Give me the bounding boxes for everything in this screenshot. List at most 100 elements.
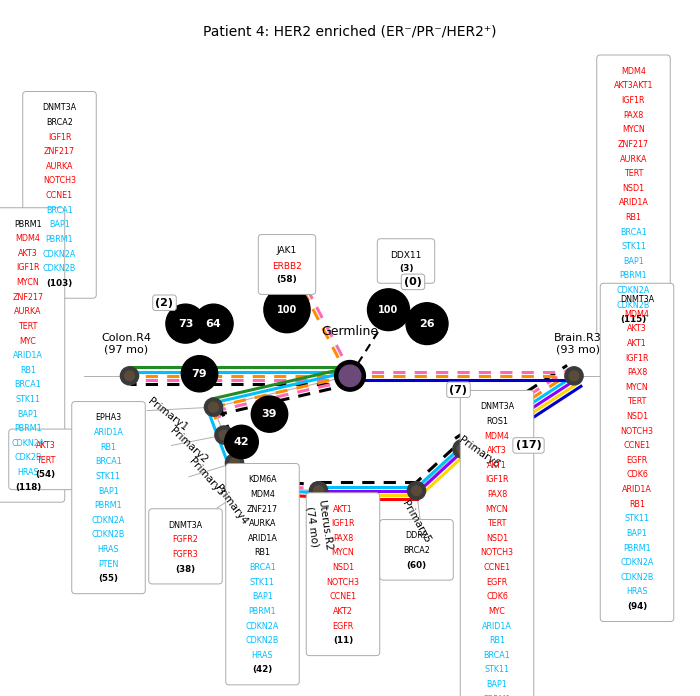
Text: STK11: STK11 <box>621 242 646 251</box>
Text: CDKN2B: CDKN2B <box>43 264 76 273</box>
Text: NSD1: NSD1 <box>622 184 645 193</box>
FancyBboxPatch shape <box>23 92 97 298</box>
Text: CDK6: CDK6 <box>486 592 508 601</box>
Text: PBRM1: PBRM1 <box>483 695 511 696</box>
Text: Primary2: Primary2 <box>169 426 209 465</box>
Text: (7): (7) <box>449 385 468 395</box>
Text: MDM4: MDM4 <box>15 234 41 243</box>
Text: Brain.R3
(93 mo): Brain.R3 (93 mo) <box>554 333 601 355</box>
Circle shape <box>244 482 253 492</box>
Text: HRAS: HRAS <box>98 545 119 554</box>
Text: 39: 39 <box>262 409 277 419</box>
FancyBboxPatch shape <box>8 429 83 490</box>
Text: DNMT3A: DNMT3A <box>169 521 202 530</box>
Circle shape <box>215 426 233 444</box>
Text: EGFR: EGFR <box>486 578 507 587</box>
Text: MDM4: MDM4 <box>250 490 275 499</box>
Text: AKT3: AKT3 <box>627 324 647 333</box>
Text: CDK2B: CDK2B <box>14 454 42 462</box>
Text: CDKN2A: CDKN2A <box>92 516 125 525</box>
Circle shape <box>181 356 218 392</box>
Circle shape <box>340 365 360 386</box>
Circle shape <box>264 287 310 333</box>
Text: TERT: TERT <box>18 322 38 331</box>
Text: TERT: TERT <box>36 456 55 464</box>
Text: CDKN2A: CDKN2A <box>11 439 45 448</box>
Text: Primary3: Primary3 <box>187 456 226 498</box>
FancyBboxPatch shape <box>601 283 673 622</box>
Text: EGFR: EGFR <box>332 622 354 631</box>
Circle shape <box>407 482 426 500</box>
Text: PAX8: PAX8 <box>624 111 643 120</box>
Text: DNMT3A: DNMT3A <box>620 295 654 304</box>
Text: Primary6: Primary6 <box>457 435 502 470</box>
Text: (103): (103) <box>46 279 73 288</box>
Text: (115): (115) <box>620 315 647 324</box>
Text: IGF1R: IGF1R <box>16 264 40 272</box>
Text: MDM4: MDM4 <box>621 67 646 76</box>
Text: NOTCH3: NOTCH3 <box>43 176 76 185</box>
Circle shape <box>225 425 258 459</box>
Text: MYCN: MYCN <box>622 125 645 134</box>
Text: 79: 79 <box>192 369 207 379</box>
Text: MYCN: MYCN <box>332 548 354 557</box>
Text: PAX8: PAX8 <box>333 534 353 543</box>
Text: BRCA1: BRCA1 <box>95 457 122 466</box>
Text: DDX11: DDX11 <box>391 251 421 260</box>
Text: ARID1A: ARID1A <box>248 534 277 543</box>
Text: STK11: STK11 <box>250 578 275 587</box>
Text: EPHA3: EPHA3 <box>95 413 122 422</box>
Text: MDM4: MDM4 <box>624 310 650 319</box>
Text: ARID1A: ARID1A <box>622 485 652 494</box>
Text: PBRM1: PBRM1 <box>14 220 42 228</box>
Text: CDKN2A: CDKN2A <box>246 622 279 631</box>
Text: Patient 4: HER2 enriched (ER⁻/PR⁻/HER2⁺): Patient 4: HER2 enriched (ER⁻/PR⁻/HER2⁺) <box>203 24 497 38</box>
Text: NSD1: NSD1 <box>332 563 354 572</box>
Text: STK11: STK11 <box>96 472 121 481</box>
Text: ZNF217: ZNF217 <box>44 148 75 156</box>
Text: PBRM1: PBRM1 <box>623 544 651 553</box>
Text: CCNE1: CCNE1 <box>330 592 356 601</box>
Text: TERT: TERT <box>487 519 507 528</box>
Text: CCNE1: CCNE1 <box>624 441 650 450</box>
Text: 26: 26 <box>419 319 435 329</box>
Text: MYCN: MYCN <box>486 505 508 514</box>
Text: NSD1: NSD1 <box>486 534 508 543</box>
Text: BRCA1: BRCA1 <box>46 206 73 214</box>
Circle shape <box>225 454 244 472</box>
Text: AURKA: AURKA <box>620 155 648 164</box>
Text: STK11: STK11 <box>484 665 510 674</box>
Text: ERBB2: ERBB2 <box>272 262 302 271</box>
Text: JAK1: JAK1 <box>277 246 297 255</box>
Text: AKT3: AKT3 <box>36 441 55 450</box>
Text: NSD1: NSD1 <box>626 412 648 421</box>
Text: DDR2: DDR2 <box>405 532 428 540</box>
Text: ARID1A: ARID1A <box>619 198 648 207</box>
Text: AKT3: AKT3 <box>18 249 38 258</box>
Text: PBRM1: PBRM1 <box>620 271 648 280</box>
Circle shape <box>219 430 229 440</box>
Text: AURKA: AURKA <box>14 308 42 316</box>
Circle shape <box>368 289 409 331</box>
Text: IGF1R: IGF1R <box>625 354 649 363</box>
Circle shape <box>457 444 467 454</box>
Text: 100: 100 <box>277 305 297 315</box>
Circle shape <box>204 398 223 416</box>
Text: FGFR3: FGFR3 <box>173 550 198 559</box>
Text: HRAS: HRAS <box>626 587 648 596</box>
Text: MYCN: MYCN <box>17 278 39 287</box>
Circle shape <box>230 458 239 468</box>
FancyBboxPatch shape <box>377 239 435 283</box>
Text: NOTCH3: NOTCH3 <box>620 427 654 436</box>
Text: (17): (17) <box>516 441 541 450</box>
Text: CDK6: CDK6 <box>626 470 648 480</box>
Text: 73: 73 <box>178 319 193 329</box>
Text: BRCA1: BRCA1 <box>249 563 276 572</box>
Text: BAP1: BAP1 <box>49 220 70 229</box>
Text: CDKN2A: CDKN2A <box>620 558 654 567</box>
Text: AKT1: AKT1 <box>487 461 507 470</box>
Text: RB1: RB1 <box>20 366 36 374</box>
Text: (42): (42) <box>253 665 272 674</box>
Text: STK11: STK11 <box>15 395 41 404</box>
FancyBboxPatch shape <box>379 519 454 580</box>
